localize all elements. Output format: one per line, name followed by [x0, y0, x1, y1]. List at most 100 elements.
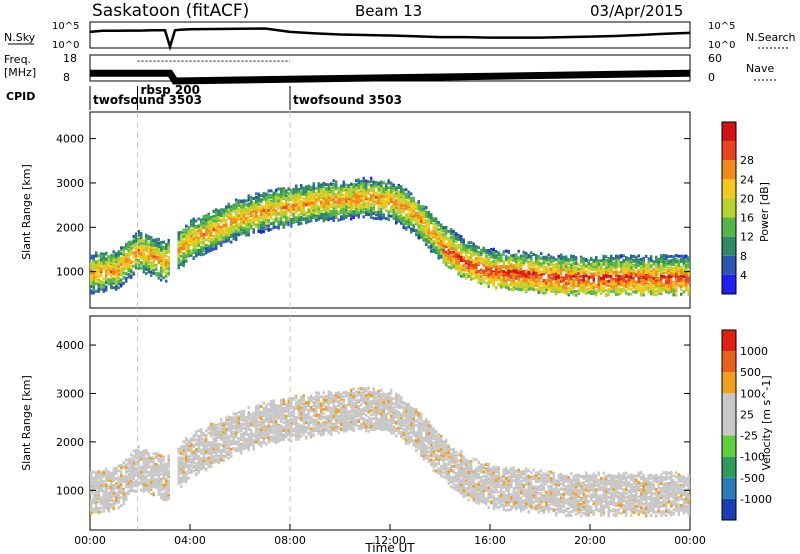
power-cell — [312, 193, 315, 197]
power-cell — [415, 204, 418, 208]
power-cell — [452, 252, 455, 256]
power-cell — [180, 254, 183, 258]
power-cell — [182, 260, 185, 264]
power-cell — [150, 241, 153, 245]
power-cell — [202, 225, 205, 229]
power-cell — [192, 220, 195, 224]
power-cell — [247, 216, 250, 220]
power-cell — [187, 225, 190, 229]
power-cell — [425, 243, 428, 246]
power-cell — [425, 206, 428, 209]
power-cell — [522, 250, 525, 254]
power-cell — [210, 223, 213, 227]
power-cell — [375, 191, 378, 195]
power-cell — [370, 194, 373, 197]
power-cell — [397, 193, 400, 197]
power-cell — [407, 208, 410, 212]
power-cell — [247, 204, 250, 208]
power-cell — [145, 246, 148, 250]
power-cell — [490, 253, 493, 257]
power-cell — [155, 242, 158, 246]
power-cell — [260, 211, 263, 215]
power-cell — [382, 201, 385, 205]
power-cell — [392, 189, 395, 193]
power-cell — [372, 180, 375, 184]
power-cell — [162, 269, 165, 273]
power-cell — [380, 187, 383, 191]
power-cell — [300, 221, 303, 225]
power-cell — [422, 228, 425, 232]
power-cell — [335, 195, 338, 199]
power-cell — [320, 184, 323, 188]
power-cell — [115, 285, 118, 289]
power-cell — [402, 207, 405, 211]
power-cell — [180, 235, 183, 238]
power-cell — [492, 251, 495, 254]
power-cell — [162, 240, 165, 244]
power-cell — [152, 241, 155, 245]
power-cell — [252, 230, 255, 234]
power-cell — [515, 270, 518, 274]
power-cell — [127, 248, 130, 252]
power-cell — [177, 251, 180, 255]
power-cell — [472, 276, 475, 280]
power-cell — [255, 207, 258, 211]
power-cell — [480, 268, 483, 272]
power-cell — [217, 213, 220, 217]
power-cell — [542, 267, 545, 271]
power-cell — [192, 241, 195, 245]
power-cell — [110, 272, 113, 276]
power-cell — [452, 242, 455, 246]
power-cell — [115, 260, 118, 264]
power-cell — [470, 244, 473, 248]
power-cell — [122, 261, 125, 265]
power-cell — [212, 237, 215, 241]
power-cell — [545, 291, 548, 294]
power-cell — [150, 270, 153, 274]
power-cell — [152, 238, 155, 242]
power-cell — [262, 219, 265, 222]
power-cell — [250, 206, 253, 210]
power-cell — [117, 272, 120, 276]
power-cell — [375, 185, 378, 189]
power-cell — [492, 276, 495, 280]
power-cell — [130, 264, 133, 268]
power-cell — [367, 210, 370, 214]
power-cell — [527, 275, 530, 279]
power-cell — [350, 193, 353, 196]
power-cell — [470, 241, 473, 245]
power-cell — [547, 275, 550, 279]
power-cell — [142, 255, 145, 258]
power-cell — [487, 270, 490, 274]
power-cell — [500, 285, 503, 289]
power-cell — [167, 256, 170, 260]
power-cell — [380, 200, 383, 204]
freq-left-tick-high: 18 — [63, 52, 77, 65]
power-cell — [402, 191, 405, 195]
power-cell — [195, 248, 198, 252]
power-cell — [280, 190, 283, 194]
power-cell — [295, 192, 298, 196]
power-cell — [432, 219, 435, 223]
power-cell — [210, 219, 213, 223]
power-cell — [255, 192, 258, 196]
power-cell — [527, 282, 530, 286]
power-cell — [227, 239, 230, 243]
power-cell — [302, 189, 305, 193]
power-cell — [272, 226, 275, 230]
power-cell — [140, 246, 143, 250]
power-cell — [457, 252, 460, 256]
power-cell — [332, 188, 335, 192]
power-cell — [527, 256, 530, 260]
power-cell — [522, 254, 525, 258]
power-cell — [215, 247, 218, 251]
power-cell — [100, 283, 103, 287]
power-cell — [237, 210, 240, 214]
power-cell — [452, 233, 455, 237]
power-cell — [427, 235, 430, 239]
power-cell — [267, 203, 270, 207]
power-cell — [407, 212, 410, 216]
power-cell — [130, 274, 133, 278]
freq-left-unit: [MHz] — [4, 66, 36, 79]
power-cell — [320, 216, 323, 220]
